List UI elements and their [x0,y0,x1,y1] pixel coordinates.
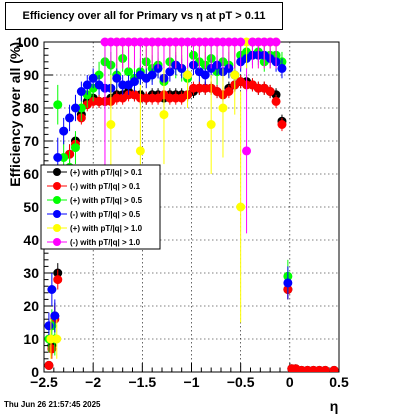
y-tick-label: 40 [23,232,39,248]
x-tick-label: −2.5 [30,374,58,390]
y-tick-label: 30 [23,265,39,281]
data-point [53,153,63,162]
data-point [129,77,139,87]
data-point [70,103,80,113]
y-tick-label: 80 [23,100,39,116]
data-point [165,67,175,77]
data-point [242,146,252,156]
legend-marker [53,196,61,204]
data-point [53,100,63,110]
legend-marker [53,210,61,218]
data-point [329,365,339,372]
legend-label: (+) with pT/|q| > 1.0 [70,224,143,233]
x-tick-label: 0 [286,374,294,390]
x-tick-label: −2 [85,374,101,390]
data-point [218,103,228,113]
data-point [206,120,216,129]
legend-marker [53,168,61,176]
data-point [283,278,293,288]
data-point [271,96,281,106]
data-point [106,120,116,129]
data-point [236,37,246,47]
y-tick-label: 100 [16,34,40,50]
y-tick-label: 60 [23,166,39,182]
timestamp: Thu Jun 26 21:57:45 2025 [4,400,101,409]
legend-label: (-) with pT/|q| > 1.0 [70,238,141,247]
x-tick-label: −0.5 [227,374,255,390]
data-point [50,311,60,321]
data-point [135,146,145,156]
data-point [147,70,157,80]
chart-title: Efficiency over all for Primary vs η at … [5,2,283,30]
y-tick-label: 20 [23,298,39,314]
data-point [224,87,234,96]
y-tick-label: 0 [31,364,39,380]
data-point [70,143,80,153]
legend-label: (+) with pT/|q| > 0.5 [70,196,143,205]
legend-label: (-) with pT/|q| > 0.5 [70,210,141,219]
tick-labels: −2.5 −2 −1.5 −1 −0.5 0 0.5 0 10 20 30 40 50 60 70 80 90 1… [16,34,349,390]
data-point [82,80,92,90]
series-6 [100,37,281,234]
x-axis-title: η [330,398,339,414]
legend-label: (-) with pT/|q| > 0.1 [70,182,141,191]
x-tick-label: 0.5 [329,374,349,390]
y-tick-label: 10 [23,331,39,347]
legend-label: (+) with pT/|q| > 0.1 [70,168,143,177]
y-tick-label: 90 [23,67,39,83]
data-point [44,360,54,370]
legend-marker [53,224,61,232]
data-point [47,285,57,294]
legend-marker [53,238,61,246]
legend: (+) with pT/|q| > 0.1 (-) with pT/|q| > 0… [40,164,161,250]
data-point [47,344,57,354]
data-point [44,321,54,331]
data-point [53,275,63,285]
data-point [320,365,330,372]
data-point [230,70,240,80]
data-point [236,202,246,212]
data-point [76,87,86,96]
data-point [277,120,287,129]
data-point [112,73,122,83]
data-point [265,87,275,96]
data-point [52,334,62,344]
data-point [271,37,281,47]
data-point [183,70,193,80]
data-point [124,67,134,77]
y-tick-label: 70 [23,133,39,149]
legend-box [40,164,161,250]
data-point [59,126,69,136]
legend-marker [53,182,61,190]
x-tick-label: −1 [184,374,200,390]
data-point [65,113,75,123]
data-point [88,73,98,83]
data-point [277,63,287,73]
y-axis-title: Efficiency over all (%) [7,42,23,187]
x-tick-label: −1.5 [129,374,157,390]
y-tick-label: 50 [23,199,39,215]
data-point [159,110,169,120]
data-point [200,70,210,80]
